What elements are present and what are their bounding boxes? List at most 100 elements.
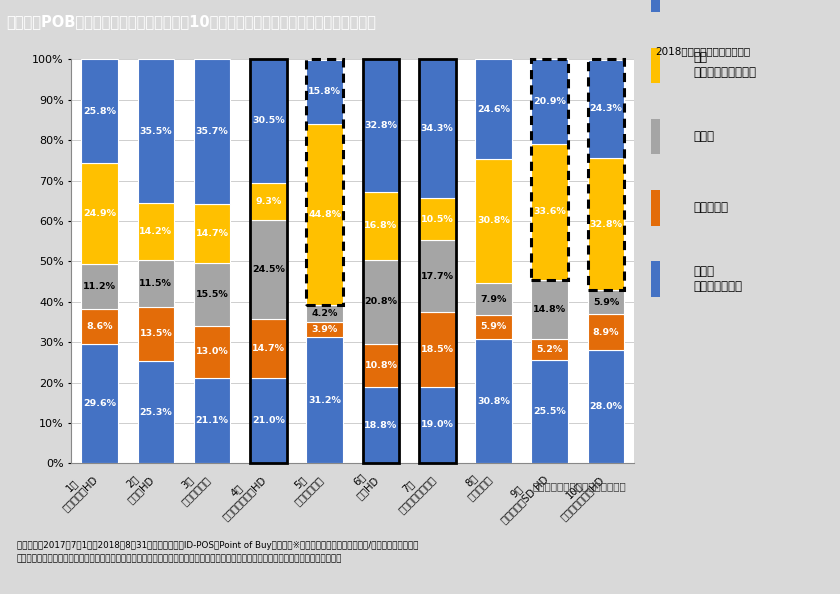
Text: 医薬品: 医薬品 (693, 130, 714, 143)
Text: 31.2%: 31.2% (308, 396, 341, 405)
Bar (588, 290, 624, 314)
Bar (419, 312, 455, 387)
Bar (475, 59, 512, 159)
Bar (532, 280, 568, 339)
Bar (419, 241, 455, 312)
Text: 25.5%: 25.5% (533, 407, 566, 416)
Bar (138, 361, 174, 463)
Bar (138, 307, 174, 361)
Bar (363, 344, 399, 387)
Text: 14.8%: 14.8% (533, 305, 566, 314)
Bar (81, 59, 118, 163)
Bar (419, 198, 455, 241)
Text: 35.7%: 35.7% (196, 127, 228, 136)
Bar (419, 387, 455, 463)
Text: 32.8%: 32.8% (365, 121, 397, 130)
Text: 15.8%: 15.8% (308, 87, 341, 96)
Bar (81, 344, 118, 463)
Bar (138, 59, 174, 203)
Bar (651, 0, 660, 12)
Bar (250, 319, 286, 378)
Text: 2018年決算の売上高順に記載: 2018年決算の売上高順に記載 (655, 46, 750, 56)
Bar (81, 163, 118, 264)
Bar (532, 59, 568, 280)
Bar (307, 321, 343, 337)
Bar (307, 305, 343, 321)
Bar (532, 59, 568, 144)
Bar (250, 59, 286, 463)
Bar (475, 339, 512, 463)
Text: 32.8%: 32.8% (590, 220, 622, 229)
Bar (532, 144, 568, 280)
Text: その他
（酒・飲料等）: その他 （酒・飲料等） (693, 265, 743, 293)
Text: 24.6%: 24.6% (477, 105, 510, 113)
Text: 5.9%: 5.9% (593, 298, 619, 307)
Text: 7.9%: 7.9% (480, 295, 507, 304)
Bar (81, 309, 118, 344)
Text: 18.8%: 18.8% (365, 421, 397, 430)
Text: 21.1%: 21.1% (196, 416, 228, 425)
Text: 24.3%: 24.3% (590, 105, 622, 113)
Bar (363, 59, 399, 192)
Text: 11.2%: 11.2% (83, 282, 116, 291)
Bar (588, 158, 624, 290)
Bar (307, 337, 343, 463)
Text: 美容・健康: 美容・健康 (693, 201, 728, 214)
Bar (194, 59, 230, 204)
Bar (651, 190, 660, 226)
Text: 8.9%: 8.9% (593, 328, 619, 337)
Text: 14.7%: 14.7% (196, 229, 228, 238)
Bar (194, 204, 230, 263)
Bar (588, 60, 624, 158)
Text: 21.0%: 21.0% (252, 416, 285, 425)
Text: 図表１）POB会員のレシートからみる上場10社ドラッグストアチェーンのカテゴリ構成: 図表１）POB会員のレシートからみる上場10社ドラッグストアチェーンのカテゴリ構… (7, 14, 376, 29)
Bar (307, 60, 343, 124)
Bar (588, 350, 624, 463)
Text: 13.5%: 13.5% (139, 329, 172, 339)
Bar (532, 361, 568, 463)
Text: 調査期間：2017年7月1日～2018年8月31日　マルチプルID-POS「Point of Buy」より　※全国の消費者から実際に購入/利用したレシートを
収: 調査期間：2017年7月1日～2018年8月31日 マルチプルID-POS「Po… (17, 541, 418, 563)
Text: 13.0%: 13.0% (196, 347, 228, 356)
Text: 25.3%: 25.3% (139, 407, 172, 417)
Text: 8.6%: 8.6% (87, 322, 113, 331)
Text: 34.3%: 34.3% (421, 124, 454, 133)
Text: 14.7%: 14.7% (252, 345, 285, 353)
Text: 19.0%: 19.0% (421, 421, 454, 429)
Text: 24.5%: 24.5% (252, 265, 285, 274)
Text: 3.9%: 3.9% (312, 325, 338, 334)
Text: 33.6%: 33.6% (533, 207, 566, 216)
Bar (194, 263, 230, 326)
Bar (363, 192, 399, 260)
Bar (475, 159, 512, 283)
Bar (81, 264, 118, 309)
Text: 30.8%: 30.8% (477, 216, 510, 226)
Bar (588, 314, 624, 350)
Bar (250, 59, 286, 182)
Bar (250, 182, 286, 220)
Text: 35.5%: 35.5% (139, 127, 172, 135)
Text: 30.5%: 30.5% (252, 116, 285, 125)
Bar (588, 59, 624, 290)
Bar (532, 339, 568, 361)
Bar (363, 387, 399, 463)
Text: 44.8%: 44.8% (308, 210, 341, 219)
Text: 18.5%: 18.5% (421, 345, 454, 353)
Bar (307, 124, 343, 305)
Text: 16.8%: 16.8% (365, 222, 397, 230)
Bar (651, 261, 660, 297)
Text: 29.6%: 29.6% (83, 399, 116, 408)
Bar (419, 59, 455, 198)
Bar (651, 119, 660, 154)
Text: 28.0%: 28.0% (590, 402, 622, 411)
Bar (138, 203, 174, 260)
Text: 20.8%: 20.8% (365, 297, 397, 307)
Bar (194, 378, 230, 463)
Bar (475, 283, 512, 315)
Text: 10.5%: 10.5% (421, 214, 454, 224)
Text: 9.3%: 9.3% (255, 197, 281, 206)
Bar (138, 260, 174, 307)
Bar (250, 378, 286, 463)
Bar (475, 315, 512, 339)
Text: 4.2%: 4.2% (312, 308, 338, 318)
Text: 24.9%: 24.9% (83, 209, 116, 218)
